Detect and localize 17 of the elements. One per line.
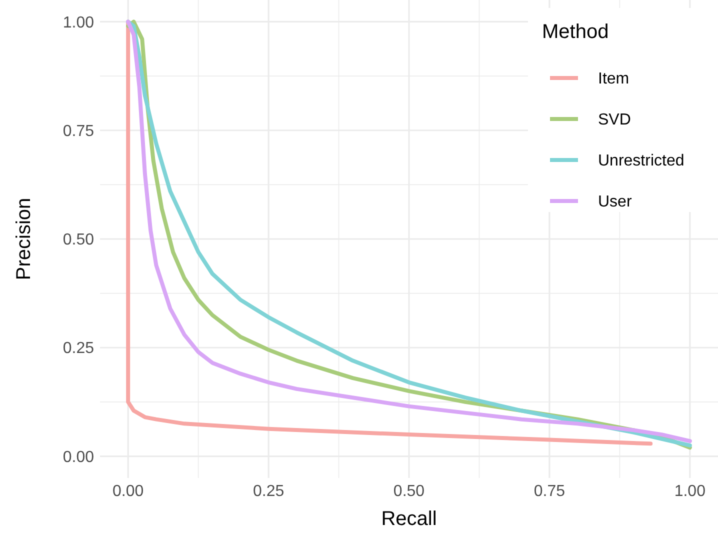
x-tick-label: 1.00 — [674, 483, 706, 500]
legend-title: Method — [542, 21, 609, 43]
x-tick-label: 0.25 — [252, 483, 284, 500]
legend-label: Unrestricted — [598, 152, 684, 170]
y-tick-label: 0.00 — [62, 448, 94, 466]
legend-label: Item — [598, 70, 630, 88]
legend-label: User — [598, 194, 632, 211]
y-tick-label: 0.50 — [62, 232, 94, 249]
legend-label: SVD — [598, 112, 631, 129]
x-tick-label: 0.75 — [534, 483, 566, 500]
y-axis-title: Precision — [13, 198, 35, 280]
y-tick-label: 0.75 — [62, 122, 94, 140]
y-tick-label: 0.25 — [62, 340, 94, 358]
x-tick-label: 0.00 — [112, 483, 144, 500]
y-tick-label: 1.00 — [62, 14, 94, 32]
x-axis-title: Recall — [381, 508, 437, 530]
x-tick-label: 0.50 — [393, 483, 425, 500]
